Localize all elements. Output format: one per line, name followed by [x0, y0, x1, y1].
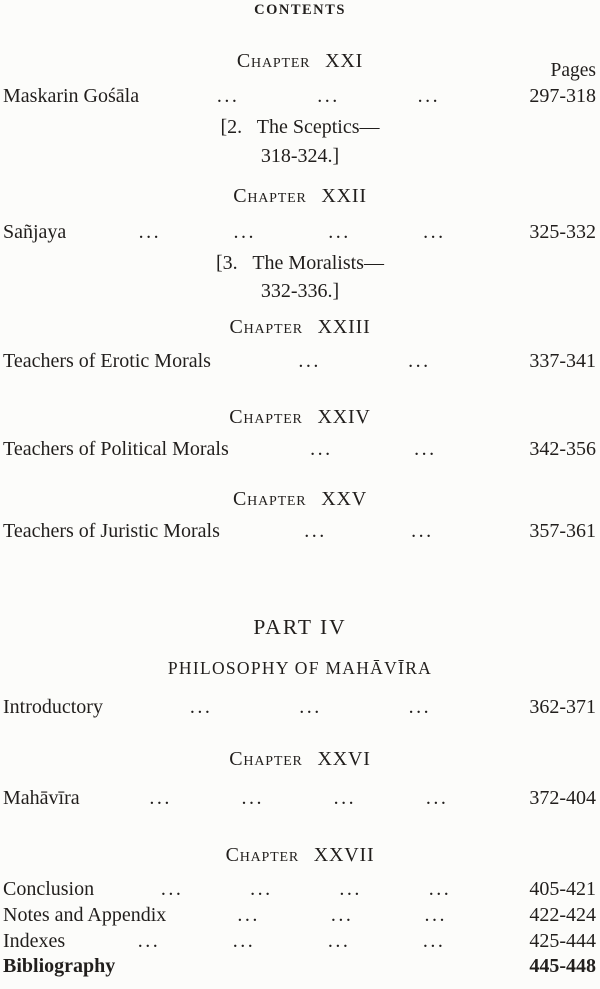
chapter-heading-xxv: Chapter XXV	[233, 488, 367, 510]
entry-pages: 325-332	[529, 221, 596, 243]
dot-leader: ...	[298, 350, 321, 372]
entry-title: Maskarin Gośāla	[3, 85, 140, 107]
chapter-heading-xxvi: Chapter XXVI	[229, 748, 371, 770]
chapter-heading-xxvii: Chapter XXVII	[225, 844, 375, 866]
dot-leader: ...	[411, 520, 434, 542]
entry-pages: 337-341	[529, 350, 596, 372]
dot-leader-zone: ... ... ...	[139, 84, 518, 108]
entry-title: Conclusion	[3, 878, 95, 900]
entry-pages: 342-356	[529, 438, 596, 460]
entry-pages: 357-361	[529, 520, 596, 542]
dot-leader: ...	[417, 85, 441, 107]
toc-entry-mahavira: Mahāvīra ... ... ... ... 372-404	[3, 786, 596, 810]
dot-leader: ...	[233, 221, 256, 243]
dot-leader: ...	[137, 930, 161, 952]
dot-leader: ...	[149, 787, 172, 809]
dot-leader-zone: ... ... ... ...	[80, 786, 518, 810]
dot-leader: ...	[241, 787, 264, 809]
part-iv-title: PART IV	[253, 615, 347, 639]
toc-entry-bibliography: Bibliography 445-448	[3, 954, 596, 978]
subsection-note-moralists-line2: 332-336.]	[260, 280, 340, 302]
dot-leader: ...	[189, 696, 213, 718]
dot-leader: ...	[408, 350, 431, 372]
entry-pages: 422-424	[529, 904, 596, 926]
subsection-note-moralists-line1: [3. The Moralists—	[216, 252, 384, 274]
entry-title: Notes and Appendix	[3, 904, 167, 926]
toc-entry-conclusion: Conclusion ... ... ... ... 405-421	[3, 877, 596, 901]
dot-leader: ...	[330, 904, 354, 926]
entry-pages: 405-421	[529, 878, 596, 900]
toc-entry-notes-appendix: Notes and Appendix ... ... ... 422-424	[3, 903, 596, 927]
chapter-heading-xxiv: Chapter XXIV	[229, 406, 371, 428]
toc-entry-sanjaya: Sañjaya ... ... ... ... 325-332	[3, 220, 596, 244]
dot-leader-zone: ... ...	[220, 519, 518, 543]
chapter-heading-xxiii: Chapter XXIII	[229, 316, 371, 338]
dot-leader-zone: ... ... ... ...	[94, 877, 518, 901]
toc-entry-juristic-morals: Teachers of Juristic Morals ... ... 357-…	[3, 519, 596, 543]
entry-title: Introductory	[3, 696, 103, 718]
dot-leader: ...	[423, 221, 446, 243]
page-title: CONTENTS	[254, 2, 346, 18]
dot-leader-zone: ... ...	[211, 349, 518, 373]
part-iv-subtitle: PHILOSOPHY OF MAHĀVĪRA	[167, 658, 433, 678]
toc-entry-indexes: Indexes ... ... ... ... 425-444	[3, 929, 596, 953]
dot-leader: ...	[428, 878, 452, 900]
subsection-note-sceptics-line2: 318-324.]	[260, 145, 340, 167]
dot-leader: ...	[250, 878, 273, 900]
dot-leader-zone: ... ... ... ...	[66, 220, 518, 244]
dot-leader: ...	[425, 787, 449, 809]
chapter-heading-xxi: Chapter XXI	[236, 50, 364, 72]
entry-pages: 362-371	[529, 696, 596, 718]
toc-entry-erotic-morals: Teachers of Erotic Morals ... ... 337-34…	[3, 349, 596, 373]
entry-pages: 372-404	[529, 787, 596, 809]
pages-column-label: Pages	[550, 60, 597, 81]
dot-leader: ...	[333, 787, 357, 809]
dot-leader: ...	[328, 221, 351, 243]
dot-leader: ...	[422, 930, 446, 952]
dot-leader-zone: ... ...	[229, 437, 518, 461]
dot-leader: ...	[232, 930, 256, 952]
toc-entry-political-morals: Teachers of Political Morals ... ... 342…	[3, 437, 596, 461]
dot-leader: ...	[424, 904, 447, 926]
dot-leader-zone: ... ... ...	[166, 903, 518, 927]
entry-pages: 297-318	[529, 85, 596, 107]
entry-title: Teachers of Juristic Morals	[3, 520, 220, 542]
dot-leader: ...	[216, 85, 240, 107]
entry-title: Bibliography	[3, 955, 116, 977]
dot-leader-zone: ... ... ...	[103, 695, 518, 719]
dot-leader-zone: ... ... ... ...	[65, 929, 518, 953]
dot-leader: ...	[339, 878, 362, 900]
dot-leader: ...	[327, 930, 351, 952]
dot-leader: ...	[310, 438, 333, 460]
dot-leader: ...	[317, 85, 340, 107]
entry-title: Mahāvīra	[3, 787, 80, 809]
entry-pages: 445-448	[529, 955, 596, 977]
dot-leader: ...	[414, 438, 437, 460]
entry-title: Teachers of Political Morals	[3, 438, 229, 460]
toc-entry-maskarin-gosala: Maskarin Gośāla ... ... ... 297-318	[3, 84, 596, 108]
dot-leader: ...	[237, 904, 260, 926]
subsection-note-sceptics-line1: [2. The Sceptics—	[220, 116, 380, 138]
entry-pages: 425-444	[529, 930, 596, 952]
chapter-heading-xxii: Chapter XXII	[233, 185, 367, 207]
entry-title: Sañjaya	[3, 221, 67, 243]
toc-entry-introductory: Introductory ... ... ... 362-371	[3, 695, 596, 719]
entry-title: Indexes	[3, 930, 66, 952]
dot-leader: ...	[299, 696, 322, 718]
entry-title: Teachers of Erotic Morals	[3, 350, 211, 372]
dot-leader: ...	[138, 221, 162, 243]
dot-leader: ...	[304, 520, 327, 542]
dot-leader: ...	[408, 696, 432, 718]
dot-leader: ...	[160, 878, 184, 900]
